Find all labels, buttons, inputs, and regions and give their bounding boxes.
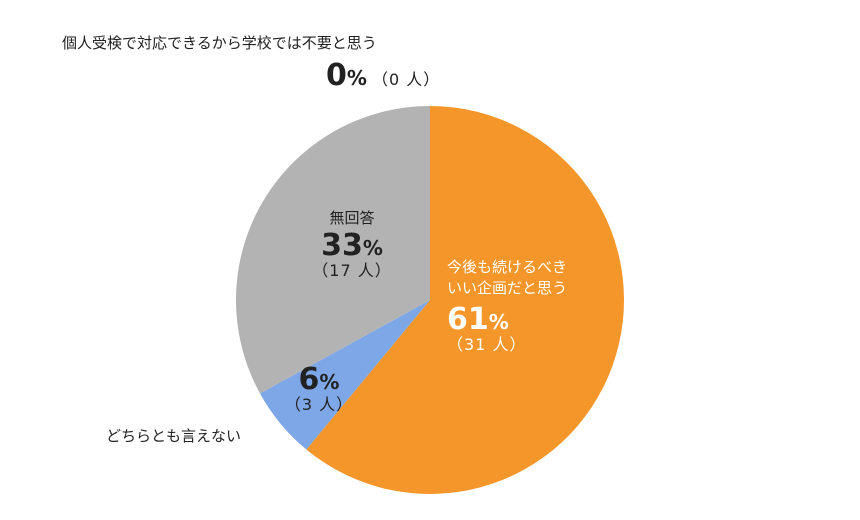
slice-count-continue: （31 人）: [447, 335, 527, 354]
slice-value-unnecessary: 0% （0 人）: [326, 58, 441, 93]
slice-percent-no-answer: 33: [321, 228, 363, 263]
slice-count-no-answer: （17 人）: [312, 261, 392, 280]
slice-label-neutral: どちらとも言えない: [106, 427, 242, 445]
slice-group-no-answer: 無回答 33% （17 人）: [292, 207, 412, 281]
pie-slice-continue: [306, 106, 624, 495]
slice-label-continue-line1: 今後も続けるべき: [447, 258, 568, 276]
slice-percent-continue: 61: [447, 302, 489, 337]
slice-label-no-answer: 無回答: [329, 209, 375, 227]
slice-group-neutral: 6% （3 人）: [284, 362, 354, 414]
slice-count-unnecessary: （0 人）: [372, 70, 441, 89]
slice-percent-neutral: 6: [298, 362, 320, 397]
slice-group-continue: 今後も続けるべき いい企画だと思う 61% （31 人）: [447, 258, 568, 354]
slice-percent-unnecessary: 0: [326, 58, 347, 93]
pie-slice-neutral: [259, 300, 430, 450]
slice-label-continue-line2: いい企画だと思う: [447, 279, 568, 297]
slice-label-unnecessary: 個人受検で対応できるから学校では不要と思う: [62, 34, 377, 52]
pie-slice-no-answer: [235, 106, 430, 394]
slice-count-neutral: （3 人）: [284, 395, 354, 414]
